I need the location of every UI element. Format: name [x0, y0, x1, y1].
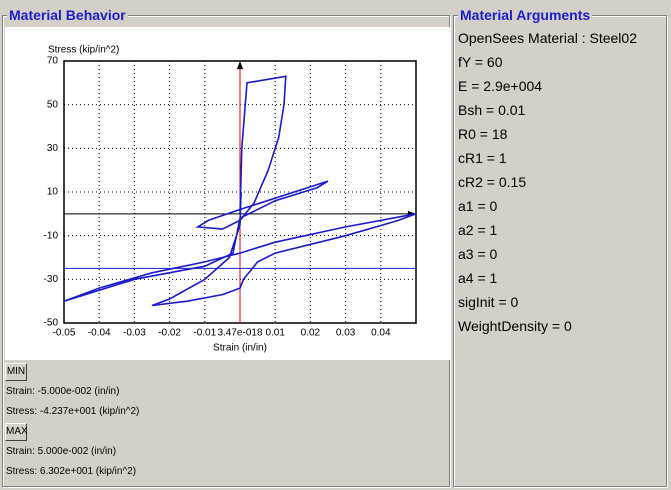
argument: cR1 = 1: [458, 150, 507, 166]
x-tick-label: 3.47e-018: [217, 328, 262, 339]
plot-background: [5, 27, 450, 360]
x-tick-label: 0.03: [336, 328, 356, 339]
y-axis-label: Stress (kip/in^2): [48, 45, 119, 56]
argument: a4 = 1: [458, 270, 498, 286]
argument: a2 = 1: [458, 222, 498, 238]
y-tick-label: 10: [47, 187, 59, 198]
x-tick-label: 0.02: [301, 328, 321, 339]
min-button[interactable]: MIN: [5, 363, 27, 381]
y-tick-label: 70: [47, 56, 59, 67]
x-axis-label: Strain (in/in): [213, 343, 267, 354]
min-strain: Strain: -5.000e-002 (in/in): [6, 386, 120, 397]
chart: Stress (kip/in^2) Strain (in/in) 70 50 30 1…: [5, 27, 450, 360]
argument: sigInit = 0: [458, 294, 519, 310]
y-tick-label: 50: [47, 99, 59, 110]
axis-arrow: [237, 61, 243, 69]
y-tick-label: 30: [47, 143, 59, 154]
min-stress: Stress: -4.237e+001 (kip/in^2): [6, 406, 140, 417]
group-title: Material Behavior: [7, 7, 128, 23]
argument: Bsh = 0.01: [458, 102, 526, 118]
x-tick-label: -0.03: [123, 328, 146, 339]
y-tick-label: -10: [44, 230, 59, 241]
argument: OpenSees Material : Steel02: [458, 30, 637, 46]
max-button[interactable]: MAX: [5, 423, 28, 441]
max-strain: Strain: 5.000e-002 (in/in): [6, 446, 117, 457]
max-stress: Stress: 6.302e+001 (kip/in^2): [6, 466, 137, 477]
y-tick-label: -30: [44, 274, 59, 285]
argument: R0 = 18: [458, 126, 508, 142]
x-tick-label: -0.01: [193, 328, 216, 339]
argument: a3 = 0: [458, 246, 498, 262]
argument: cR2 = 0.15: [458, 174, 527, 190]
x-tick-label: -0.02: [158, 328, 181, 339]
argument: E = 2.9e+004: [458, 78, 543, 94]
argument: WeightDensity = 0: [458, 318, 572, 334]
x-tick-label: 0.01: [265, 328, 285, 339]
x-tick-label: -0.04: [88, 328, 111, 339]
hysteresis-curve: [63, 75, 417, 307]
argument: a1 = 0: [458, 198, 498, 214]
argument: fY = 60: [458, 54, 503, 70]
x-tick-label: -0.05: [53, 328, 76, 339]
group-title: Material Arguments: [458, 7, 593, 23]
x-tick-label: 0.04: [371, 328, 391, 339]
y-tick-label: -50: [44, 318, 59, 329]
